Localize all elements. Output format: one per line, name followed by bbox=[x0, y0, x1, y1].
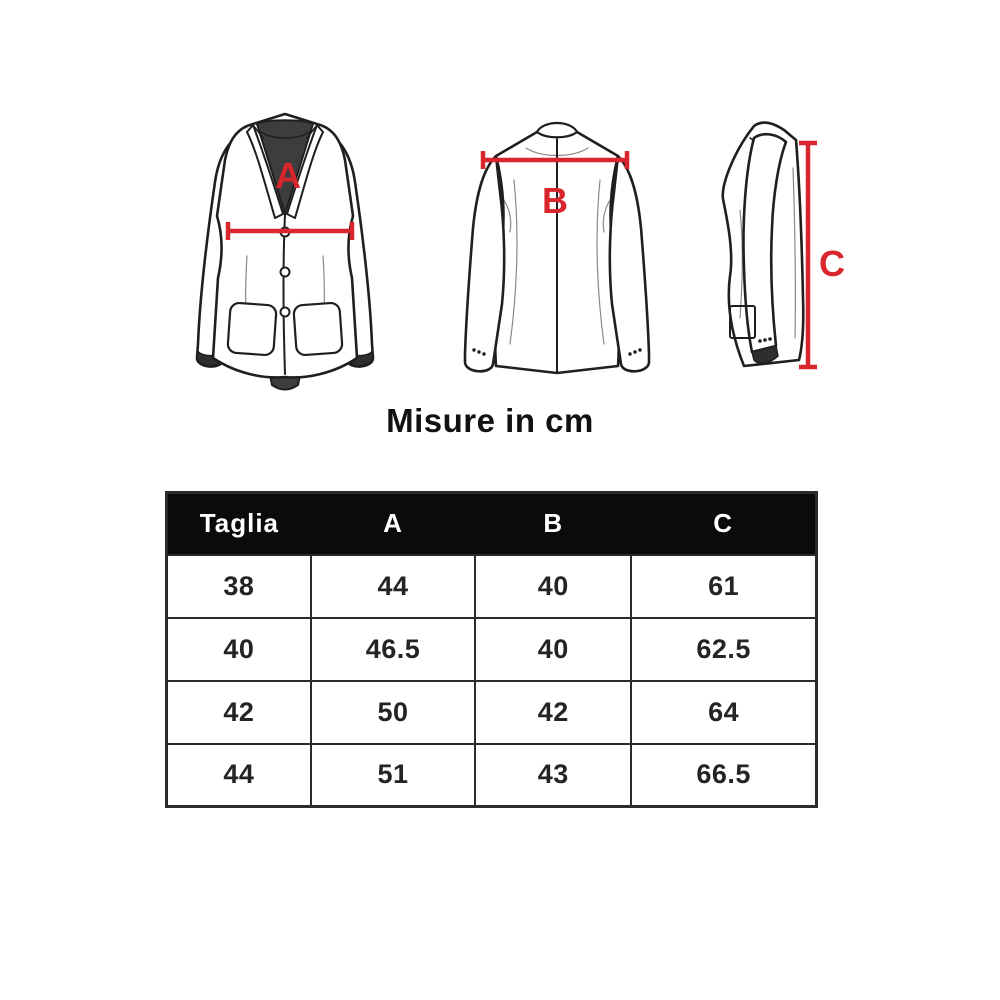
table-cell-c: 64 bbox=[630, 679, 818, 745]
table-cell-c: 61 bbox=[630, 553, 818, 619]
measurement-label-b: B bbox=[542, 180, 568, 221]
table-cell-size: 38 bbox=[165, 553, 312, 619]
table-cell-a: 50 bbox=[309, 679, 477, 745]
measurement-label-c: C bbox=[819, 243, 845, 284]
jacket-side-drawing: C bbox=[721, 121, 845, 370]
jacket-front-illustration: A bbox=[171, 108, 399, 397]
table-row: 38 44 40 61 bbox=[165, 553, 818, 619]
table-header-b: B bbox=[475, 492, 632, 555]
jacket-back-drawing: B bbox=[463, 121, 651, 375]
jacket-back-illustration: B bbox=[450, 116, 664, 383]
measurement-line-c bbox=[799, 140, 817, 370]
table-cell-c: 66.5 bbox=[630, 742, 818, 808]
table-cell-size: 44 bbox=[165, 742, 312, 808]
table-row: 42 50 42 64 bbox=[165, 679, 818, 745]
table-cell-b: 40 bbox=[474, 553, 633, 619]
table-row: 44 51 43 66.5 bbox=[165, 742, 818, 808]
measurement-line-a bbox=[225, 222, 355, 240]
table-cell-b: 42 bbox=[474, 679, 633, 745]
size-table: Taglia A B C 38 44 40 61 40 46.5 40 62.5 bbox=[165, 491, 818, 808]
table-header-row: Taglia A B C bbox=[166, 492, 817, 555]
table-header-c: C bbox=[631, 492, 817, 555]
table-cell-size: 40 bbox=[165, 616, 312, 682]
jacket-front-drawing: A bbox=[195, 112, 375, 391]
table-cell-size: 42 bbox=[165, 679, 312, 745]
table-cell-b: 43 bbox=[474, 742, 633, 808]
table-cell-a: 44 bbox=[309, 553, 477, 619]
measurement-label-a: A bbox=[275, 155, 301, 196]
table-header-a: A bbox=[310, 492, 476, 555]
size-table-container: Taglia A B C 38 44 40 61 40 46.5 40 62.5 bbox=[165, 491, 818, 808]
jacket-side-illustration: C bbox=[696, 106, 846, 387]
page-title: Misure in cm bbox=[386, 402, 594, 439]
table-cell-b: 40 bbox=[474, 616, 633, 682]
table-header-taglia: Taglia bbox=[166, 492, 311, 555]
table-cell-c: 62.5 bbox=[630, 616, 818, 682]
table-cell-a: 46.5 bbox=[309, 616, 477, 682]
table-cell-a: 51 bbox=[309, 742, 477, 808]
table-row: 40 46.5 40 62.5 bbox=[165, 616, 818, 682]
measurement-line-b bbox=[480, 151, 630, 169]
